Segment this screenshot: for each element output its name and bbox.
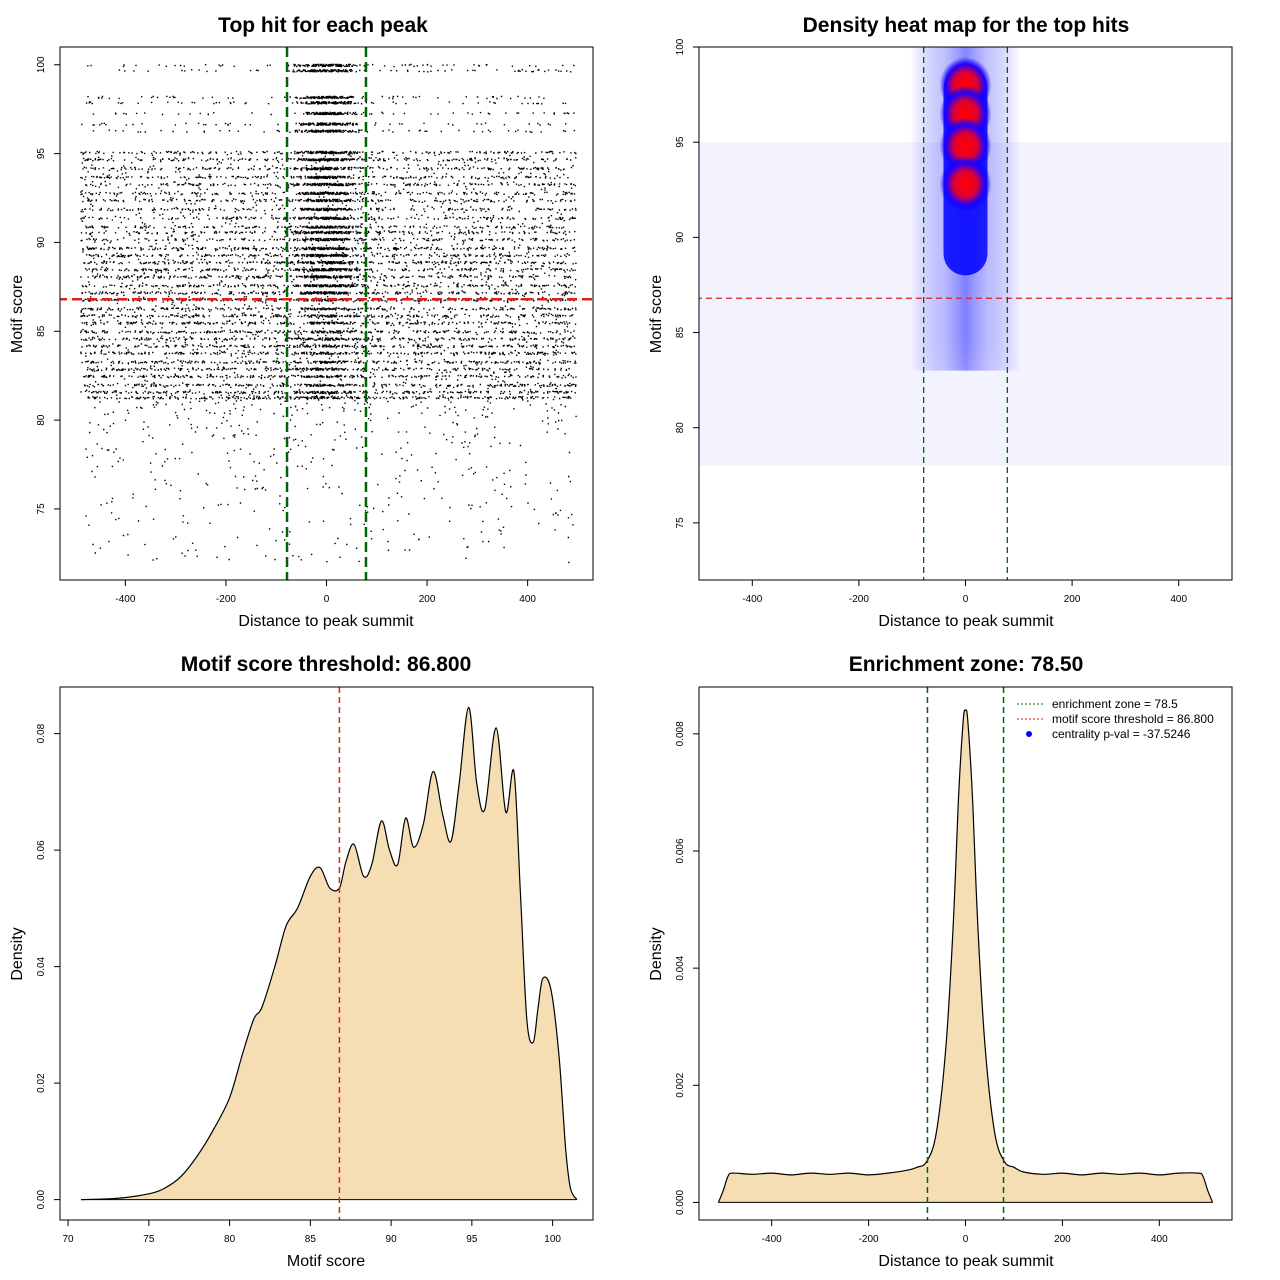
legend-centrality-label: centrality p-val = -37.5246 (1052, 727, 1191, 741)
heatmap-y-tick-label: 100 (675, 38, 686, 55)
distance-density-axes: -400 -200 0 200 400 0.000 0.002 0.004 0.006 0.008 (675, 721, 1168, 1245)
distance-density-y-tick-label: 0.002 (675, 1072, 686, 1097)
distance-density-x-tick-label: 0 (963, 1234, 969, 1245)
distance-density-y-label: Density (648, 927, 665, 980)
score-density-y-tick-label: 0.06 (36, 840, 47, 860)
distance-density-curve (717, 709, 1214, 1203)
distance-density-y-tick-label: 0.008 (675, 721, 686, 746)
scatter-y-label: Motif score (9, 275, 26, 353)
distance-density-panel: Enrichment zone: 78.50 -400 -200 0 200 400 0.… (648, 653, 1233, 1270)
legend-threshold-label: motif score threshold = 86.800 (1052, 712, 1214, 726)
distance-density-y-tick-label: 0.006 (675, 838, 686, 863)
scatter-y-tick-label: 85 (36, 325, 47, 337)
scatter-panel: Top hit for each peak -400 -200 0 200 400 75 8… (9, 14, 594, 630)
score-density-x-tick-label: 95 (466, 1234, 478, 1245)
score-density-y-label: Density (9, 927, 26, 980)
score-density-y-tick-label: 0.04 (36, 956, 47, 976)
scatter-reference-lines (60, 47, 593, 580)
score-density-y-tick-label: 0.08 (36, 723, 47, 743)
score-density-title: Motif score threshold: 86.800 (181, 653, 472, 676)
distance-density-y-tick-label: 0.004 (675, 955, 686, 980)
score-density-fill (80, 707, 577, 1200)
score-density-y-tick-label: 0.02 (36, 1073, 47, 1093)
score-density-x-tick-label: 75 (143, 1234, 155, 1245)
heatmap-x-label: Distance to peak summit (878, 613, 1054, 630)
legend: enrichment zone = 78.5 motif score thres… (1017, 697, 1214, 741)
scatter-points (80, 63, 577, 564)
scatter-x-tick-label: -400 (115, 594, 135, 605)
distance-density-x-tick-label: -200 (859, 1234, 879, 1245)
heatmap-y-label: Motif score (648, 275, 665, 353)
score-density-area (80, 706, 578, 1201)
score-density-x-tick-label: 70 (63, 1234, 75, 1245)
scatter-title: Top hit for each peak (218, 14, 428, 37)
scatter-y-tick-label: 80 (36, 414, 47, 426)
scatter-axes: -400 -200 0 200 400 75 80 85 90 95 100 (36, 56, 536, 605)
distance-density-x-label: Distance to peak summit (878, 1253, 1054, 1270)
heatmap-y-tick-label: 80 (675, 422, 686, 434)
scatter-plot-frame (59, 46, 594, 581)
heatmap-density (699, 47, 1232, 580)
score-density-x-tick-label: 100 (544, 1234, 561, 1245)
heatmap-x-tick-label: 200 (1064, 594, 1081, 605)
scatter-y-tick-label: 100 (36, 56, 47, 73)
scatter-y-tick-label: 95 (36, 148, 47, 160)
heatmap-y-tick-label: 75 (675, 517, 686, 529)
distance-density-y-tick-label: 0.000 (675, 1189, 686, 1214)
score-density-x-tick-label: 90 (386, 1234, 398, 1245)
heatmap-y-tick-label: 85 (675, 327, 686, 339)
score-density-axes: 70 75 80 85 90 95 100 0.00 0.02 0.04 0.06 0.08 (36, 723, 561, 1245)
heatmap-x-tick-label: 0 (963, 594, 969, 605)
distance-density-area (717, 709, 1214, 1203)
scatter-y-tick-label: 90 (36, 236, 47, 248)
distance-density-title: Enrichment zone: 78.50 (849, 653, 1084, 676)
heatmap-axes: -400 -200 0 200 400 75 80 85 90 95 100 (675, 38, 1187, 605)
heatmap-y-tick-label: 95 (675, 136, 686, 148)
heatmap-y-tick-label: 90 (675, 231, 686, 243)
heatmap-x-tick-label: -200 (849, 594, 869, 605)
score-density-x-tick-label: 85 (305, 1234, 317, 1245)
scatter-x-tick-label: 200 (419, 594, 436, 605)
legend-zone-label: enrichment zone = 78.5 (1052, 697, 1178, 711)
scatter-x-tick-label: 400 (519, 594, 536, 605)
distance-density-x-tick-label: 200 (1054, 1234, 1071, 1245)
score-density-curve (80, 706, 578, 1201)
score-density-y-tick-label: 0.00 (36, 1189, 47, 1209)
score-density-x-label: Motif score (287, 1253, 365, 1270)
scatter-x-tick-label: -200 (216, 594, 236, 605)
heatmap-x-tick-label: 400 (1170, 594, 1187, 605)
heatmap-hotspot (939, 156, 992, 213)
legend-centrality-dot (1026, 731, 1032, 737)
score-density-panel: Motif score threshold: 86.800 70 75 80 85 90… (9, 653, 594, 1270)
heatmap-x-tick-label: -400 (742, 594, 762, 605)
scatter-x-tick-label: 0 (324, 594, 330, 605)
scatter-point-cloud (80, 63, 577, 564)
distance-density-reference-lines (926, 687, 1005, 1220)
distance-density-x-tick-label: 400 (1151, 1234, 1168, 1245)
distance-density-x-tick-label: -400 (762, 1234, 782, 1245)
heatmap-reference-lines (699, 47, 1232, 580)
distance-density-fill (718, 709, 1213, 1203)
heatmap-title: Density heat map for the top hits (803, 14, 1130, 37)
scatter-y-tick-label: 75 (36, 503, 47, 515)
score-density-x-tick-label: 80 (224, 1234, 236, 1245)
scatter-x-label: Distance to peak summit (238, 613, 414, 630)
heatmap-panel: Density heat map for the top hits -400 -2… (648, 14, 1233, 630)
